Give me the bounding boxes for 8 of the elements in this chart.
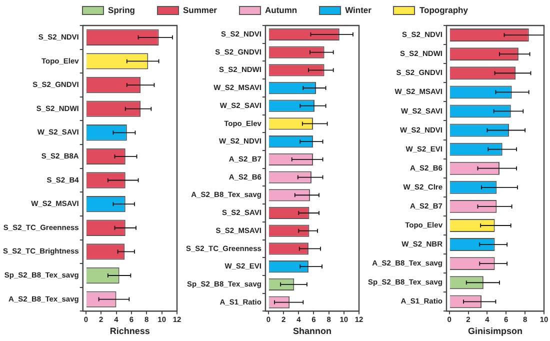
legend-label: Winter: [345, 5, 372, 15]
legend-label: Spring: [108, 5, 135, 15]
legend-label: Summer: [182, 5, 217, 15]
x-axis-title: Ginisimpson: [468, 326, 523, 336]
legend-label: Topography: [419, 5, 468, 15]
x-axis-title: Richness: [110, 326, 150, 336]
legend-label: Autumn: [264, 5, 298, 15]
x-axis-title: Shannon: [292, 326, 332, 336]
